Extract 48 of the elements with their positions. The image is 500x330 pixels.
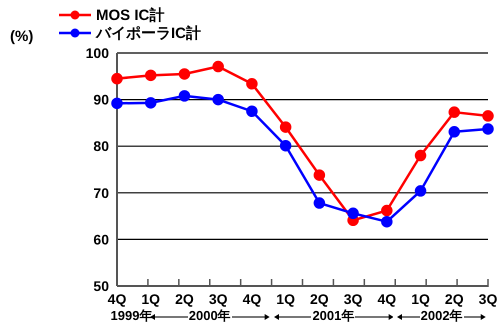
point xyxy=(448,106,460,118)
point xyxy=(246,106,258,117)
x-tick-label: 2Q xyxy=(175,290,194,307)
point xyxy=(314,169,326,181)
y-tick-label: 100 xyxy=(86,44,110,61)
x-tick-label: 4Q xyxy=(242,290,262,307)
legend-label: バイポーラIC計 xyxy=(96,24,201,42)
point xyxy=(178,90,190,102)
point xyxy=(381,204,393,216)
point xyxy=(178,68,190,80)
legend-label: MOS IC計 xyxy=(96,6,164,24)
point xyxy=(482,110,494,122)
point xyxy=(381,216,393,228)
y-tick-label: 90 xyxy=(93,92,110,108)
y-axis-title: (%) xyxy=(10,28,34,45)
point xyxy=(280,140,292,152)
text: 2001年 xyxy=(311,307,356,325)
x-tick-label: 3Q xyxy=(344,290,363,307)
x-tick-label: 3Q xyxy=(478,290,498,307)
text: 2002年 xyxy=(420,307,464,325)
text: 2000年 xyxy=(188,307,232,325)
point xyxy=(280,121,292,133)
point xyxy=(212,60,224,72)
x-tick-label: 1Q xyxy=(141,290,160,307)
y-tick-label: 60 xyxy=(93,231,110,248)
point xyxy=(414,185,426,197)
x-tick-label: 1Q xyxy=(276,290,296,307)
x-tick-label: 2Q xyxy=(444,290,464,307)
point xyxy=(212,94,224,106)
x-tick-label: 3Q xyxy=(208,290,228,307)
x-tick-label: 2Q xyxy=(310,290,329,307)
point xyxy=(111,98,123,110)
y-tick-label: 70 xyxy=(93,184,110,201)
point xyxy=(111,72,123,84)
x-tick-label: 4Q xyxy=(377,290,396,307)
text: 1999年 xyxy=(110,307,154,325)
y-tick-label: 50 xyxy=(93,278,110,294)
point xyxy=(448,126,460,138)
point xyxy=(144,97,156,109)
y-tick-label: 80 xyxy=(93,138,110,154)
point xyxy=(414,150,426,162)
point xyxy=(314,197,326,209)
point xyxy=(144,70,156,82)
x-tick-label: 1Q xyxy=(411,290,430,307)
point xyxy=(347,208,359,220)
point xyxy=(482,123,494,135)
point xyxy=(246,78,258,90)
x-tick-label: 4Q xyxy=(108,290,126,307)
